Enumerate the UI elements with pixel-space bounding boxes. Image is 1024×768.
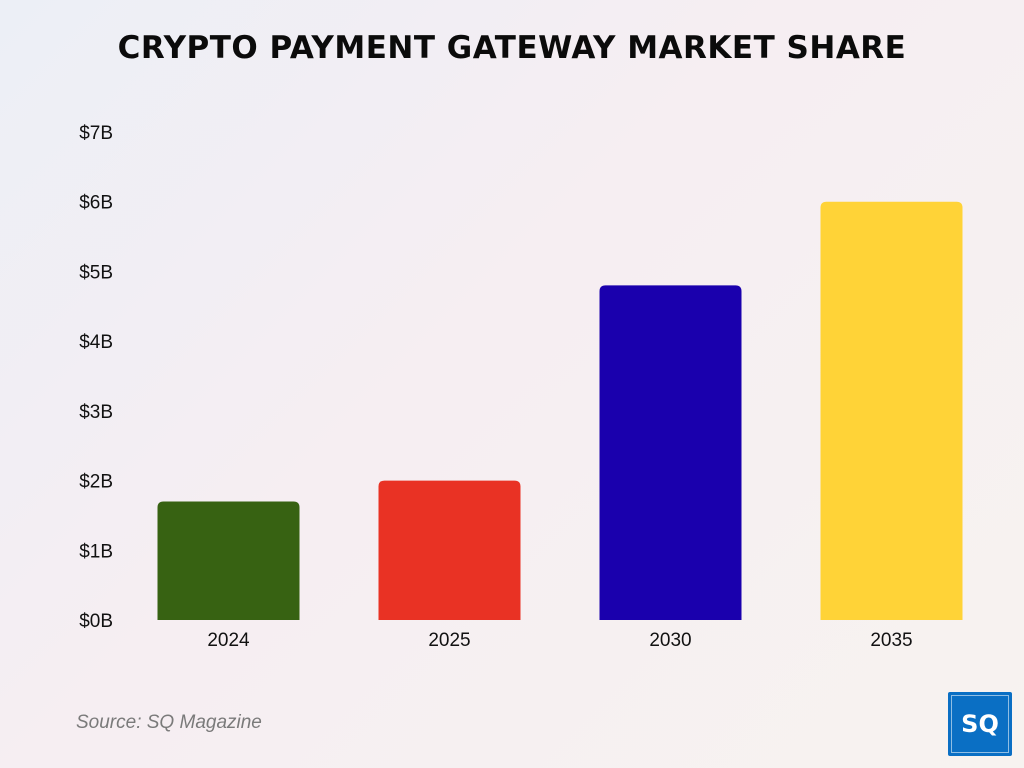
- source-note: Source: SQ Magazine: [76, 712, 262, 733]
- x-tick-label: 2025: [428, 630, 470, 651]
- y-tick-label: $4B: [79, 332, 113, 353]
- logo-frame: [951, 695, 1009, 753]
- y-tick-label: $2B: [79, 472, 113, 493]
- y-tick-label: $5B: [79, 262, 113, 283]
- chart-title: CRYPTO PAYMENT GATEWAY MARKET SHARE: [117, 30, 907, 66]
- logo-text: SQ: [961, 710, 999, 738]
- bar-2024: [157, 501, 300, 620]
- y-tick-label: $3B: [79, 402, 113, 423]
- y-tick-label: $0B: [79, 611, 113, 632]
- x-tick-label: 2030: [649, 630, 691, 651]
- x-tick-label: 2024: [207, 630, 250, 651]
- bar-2025: [378, 480, 521, 620]
- y-tick-label: $7B: [79, 123, 113, 144]
- bar-2030: [599, 285, 742, 620]
- y-tick-label: $6B: [79, 193, 113, 214]
- bar-2035: [820, 201, 963, 620]
- sq-magazine-logo: SQ: [948, 692, 1012, 756]
- x-tick-label: 2035: [870, 630, 912, 651]
- y-tick-label: $1B: [79, 541, 113, 562]
